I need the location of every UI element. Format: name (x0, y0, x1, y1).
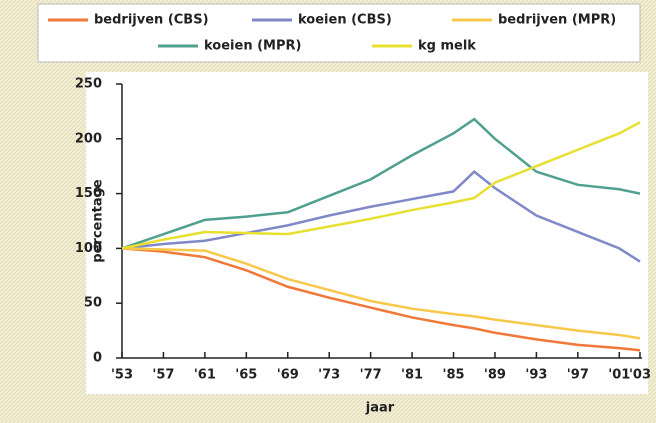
x-tick-label: '61 (194, 368, 216, 383)
x-tick-label: '53 (111, 368, 133, 383)
legend-label: koeien (CBS) (298, 13, 392, 28)
line (121, 247, 641, 352)
legend-label: koeien (MPR) (204, 39, 301, 54)
x-tick-label: '57 (152, 368, 174, 383)
x-tick-label: '97 (567, 368, 589, 383)
line (121, 117, 641, 250)
y-tick-label: 50 (84, 296, 102, 311)
legend-label: bedrijven (MPR) (498, 13, 616, 28)
x-tick-label: '01 (608, 368, 630, 383)
y-tick-label: 0 (93, 351, 102, 366)
legend-box (37, 3, 641, 63)
y-tick-label: 100 (75, 241, 102, 256)
x-tick-label: '73 (318, 368, 340, 383)
x-axis-label: jaar (365, 401, 395, 416)
y-tick-label: 250 (75, 77, 102, 92)
x-tick-label: '77 (360, 368, 382, 383)
line (121, 247, 641, 340)
y-tick-label: 200 (75, 131, 102, 146)
x-tick-label: '03 (629, 368, 651, 383)
x-tick-label: '81 (401, 368, 423, 383)
x-tick-label: '89 (484, 368, 506, 383)
legend-label: bedrijven (CBS) (94, 13, 209, 28)
line (121, 121, 641, 250)
x-tick-label: '69 (277, 368, 299, 383)
x-tick-label: '85 (442, 368, 464, 383)
y-axis-label: percentage (91, 179, 106, 263)
line (121, 170, 641, 263)
x-tick-label: '93 (525, 368, 547, 383)
y-tick-label: 150 (75, 186, 102, 201)
legend-label: kg melk (418, 39, 476, 54)
x-tick-label: '65 (235, 368, 257, 383)
plot-area (86, 72, 648, 394)
